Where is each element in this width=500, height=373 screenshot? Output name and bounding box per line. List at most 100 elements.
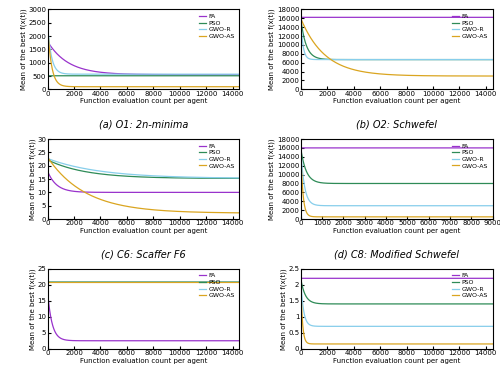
PSO [138,73,144,78]
GWO-AS [484,342,490,346]
FA [448,15,454,19]
GWO-R [230,280,236,284]
PSO [54,162,60,166]
Line: PSO: PSO [48,160,240,178]
FA [230,72,236,77]
GWO-R [490,324,496,329]
GWO-AS [448,74,454,78]
PSO [138,280,144,284]
GWO-R [298,146,304,150]
GWO-R [230,72,236,76]
GWO-R [386,204,392,208]
FA [54,52,60,56]
Legend: FA, PSO, GWO-R, GWO-AS: FA, PSO, GWO-R, GWO-AS [450,272,490,300]
GWO-AS [308,214,314,218]
PSO [230,73,236,78]
FA [484,15,490,19]
FA [484,15,490,19]
Legend: FA, PSO, GWO-R, GWO-AS: FA, PSO, GWO-R, GWO-AS [450,12,490,40]
GWO-AS [44,280,51,285]
GWO-R [236,280,242,284]
GWO-R [54,68,60,73]
FA [490,146,496,150]
Line: GWO-AS: GWO-AS [48,157,240,213]
FA [298,276,304,280]
FA [236,190,242,195]
GWO-R [308,323,314,327]
GWO-R [132,280,138,284]
GWO-AS [386,342,392,346]
GWO-AS [490,214,496,219]
GWO-AS [231,84,237,89]
GWO-R [484,324,490,329]
GWO-R [188,72,194,76]
Y-axis label: Mean of the best f(x(t)): Mean of the best f(x(t)) [29,138,35,220]
GWO-R [391,324,397,329]
PSO [196,280,202,284]
GWO-AS [449,214,455,219]
Legend: FA, PSO, GWO-R, GWO-AS: FA, PSO, GWO-R, GWO-AS [198,142,236,170]
Line: FA: FA [48,171,240,192]
GWO-R [449,324,455,329]
GWO-AS [132,84,138,89]
FA [138,72,144,76]
GWO-AS [138,280,144,285]
GWO-AS [298,276,304,280]
GWO-R [138,173,144,177]
PSO [391,302,397,306]
FA [308,15,314,19]
GWO-AS [44,22,51,26]
GWO-AS [386,214,392,219]
Text: (d) C8: Modified Schwefel: (d) C8: Modified Schwefel [334,250,459,260]
GWO-R [386,57,392,62]
FA [230,190,236,195]
PSO [138,175,144,179]
PSO [308,51,314,55]
GWO-R [54,280,60,284]
Y-axis label: Mean of the best f(x(t)): Mean of the best f(x(t)) [269,9,276,90]
Line: GWO-AS: GWO-AS [300,278,492,344]
FA [138,190,144,195]
PSO [44,157,51,162]
Text: (b) O2: Schwefel: (b) O2: Schwefel [356,120,437,130]
Line: PSO: PSO [300,278,492,304]
GWO-R [490,204,496,208]
GWO-AS [132,280,138,285]
PSO [236,73,242,78]
GWO-R [386,324,392,329]
Text: (a) O1: 2n-minima: (a) O1: 2n-minima [98,120,188,130]
FA [216,339,222,343]
GWO-R [449,204,455,208]
PSO [298,276,304,280]
GWO-AS [490,74,496,78]
GWO-R [230,176,236,180]
GWO-R [231,72,237,76]
GWO-AS [236,280,242,285]
GWO-R [449,57,455,62]
GWO-AS [230,210,236,215]
GWO-AS [230,84,236,89]
GWO-AS [54,80,60,84]
PSO [298,16,304,21]
Text: (c) C6: Scaffer F6: (c) C6: Scaffer F6 [101,250,186,260]
Y-axis label: Mean of the best f(x(t)): Mean of the best f(x(t)) [280,268,287,350]
PSO [230,176,236,181]
GWO-R [196,72,202,76]
PSO [132,280,138,284]
GWO-AS [138,206,144,211]
PSO [386,181,392,186]
FA [386,146,392,150]
PSO [490,302,496,306]
FA [196,339,202,343]
PSO [391,181,397,186]
GWO-R [132,172,138,177]
GWO-R [138,280,144,284]
X-axis label: Function evaluation count per agent: Function evaluation count per agent [80,228,207,234]
PSO [132,73,138,78]
PSO [484,181,490,186]
GWO-R [230,280,236,284]
GWO-R [236,176,242,180]
GWO-R [484,57,490,62]
FA [230,339,236,343]
Y-axis label: Mean of the best f(x(t)): Mean of the best f(x(t)) [269,138,276,220]
